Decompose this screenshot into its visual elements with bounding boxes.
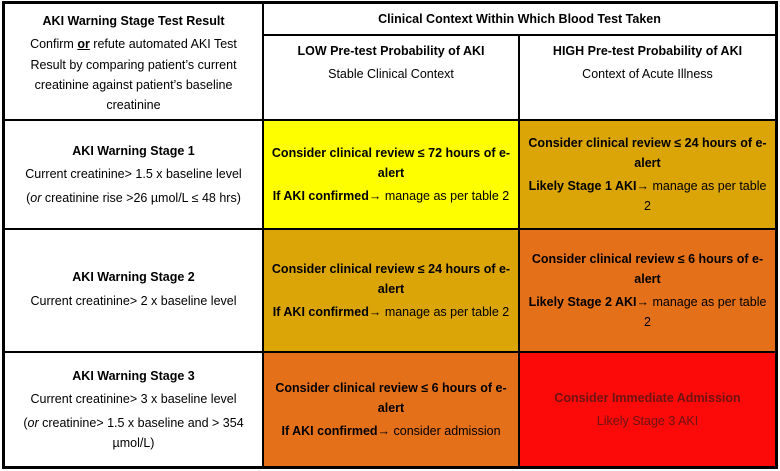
- stage-2-high-action-cell: Consider clinical review ≤ 6 hours of e-…: [520, 230, 775, 351]
- stage-1-high-action-cell: Consider clinical review ≤ 24 hours of e…: [520, 121, 775, 228]
- or-italic: or: [30, 190, 42, 205]
- stage-3-criteria-cell: AKI Warning Stage 3 Current creatinine> …: [5, 353, 262, 466]
- or-italic: or: [27, 415, 39, 430]
- header-test-result-cell: AKI Warning Stage Test Result Confirm or…: [5, 4, 262, 119]
- stage-3-low-review-advice: Consider clinical review ≤ 6 hours of e-…: [275, 380, 507, 415]
- stage-1-high-followup-advice: Likely Stage 1 AKI→ manage as per table …: [528, 179, 767, 214]
- stage-2-title: AKI Warning Stage 2: [72, 270, 195, 285]
- stage-3-high-likely-stage: Likely Stage 3 AKI: [596, 414, 699, 428]
- stage-1-low-followup-advice: If AKI confirmed→ manage as per table 2: [272, 189, 510, 204]
- header-high-probability-cell: HIGH Pre-test Probability of AKI Context…: [520, 36, 775, 119]
- or-emphasis: or: [77, 37, 90, 52]
- stage-3-criteria-line1: Current creatinine> 3 x baseline level: [30, 392, 237, 407]
- stage-3-high-admission-advice: Consider Immediate Admission: [554, 390, 741, 405]
- stage-2-high-review-advice: Consider clinical review ≤ 6 hours of e-…: [531, 251, 764, 286]
- stage-2-low-action-cell: Consider clinical review ≤ 24 hours of e…: [264, 230, 518, 351]
- stage-1-high-review-advice: Consider clinical review ≤ 24 hours of e…: [528, 135, 767, 170]
- stage-2-criteria-line1: Current creatinine> 2 x baseline level: [30, 293, 237, 308]
- test-result-title: AKI Warning Stage Test Result: [42, 14, 225, 28]
- stage-3-criteria-line2: (or creatinine> 1.5 x baseline and > 354…: [23, 415, 244, 450]
- test-result-description: Confirm or refute automated AKI Test Res…: [30, 37, 237, 112]
- header-clinical-context-cell: Clinical Context Within Which Blood Test…: [264, 4, 775, 34]
- stage-3-low-action-cell: Consider clinical review ≤ 6 hours of e-…: [264, 353, 518, 466]
- stage-1-criteria-cell: AKI Warning Stage 1 Current creatinine> …: [5, 121, 262, 228]
- stage-2-low-review-advice: Consider clinical review ≤ 24 hours of e…: [271, 261, 511, 296]
- stage-1-title: AKI Warning Stage 1: [72, 144, 195, 159]
- stage-2-criteria-cell: AKI Warning Stage 2 Current creatinine> …: [5, 230, 262, 351]
- stage-3-title: AKI Warning Stage 3: [72, 369, 195, 383]
- stage-3-high-action-cell: Consider Immediate Admission Likely Stag…: [520, 353, 775, 466]
- low-probability-subtitle: Stable Clinical Context: [328, 67, 454, 82]
- stage-2-high-followup-advice: Likely Stage 2 AKI→ manage as per table …: [528, 295, 767, 330]
- stage-3-low-followup-advice: If AKI confirmed→ consider admission: [281, 424, 501, 439]
- high-probability-title: HIGH Pre-test Probability of AKI: [552, 44, 743, 58]
- stage-1-low-action-cell: Consider clinical review ≤ 72 hours of e…: [264, 121, 518, 228]
- stage-1-criteria-line1: Current creatinine> 1.5 x baseline level: [25, 167, 242, 182]
- stage-2-low-followup-advice: If AKI confirmed→ manage as per table 2: [272, 305, 510, 320]
- low-probability-title: LOW Pre-test Probability of AKI: [297, 44, 485, 58]
- stage-1-low-review-advice: Consider clinical review ≤ 72 hours of e…: [271, 145, 511, 180]
- header-low-probability-cell: LOW Pre-test Probability of AKI Stable C…: [264, 36, 518, 119]
- high-probability-subtitle: Context of Acute Illness: [582, 67, 713, 82]
- stage-1-criteria-line2: (or creatinine rise >26 µmol/L ≤ 48 hrs): [26, 190, 241, 205]
- clinical-context-title: Clinical Context Within Which Blood Test…: [378, 11, 661, 26]
